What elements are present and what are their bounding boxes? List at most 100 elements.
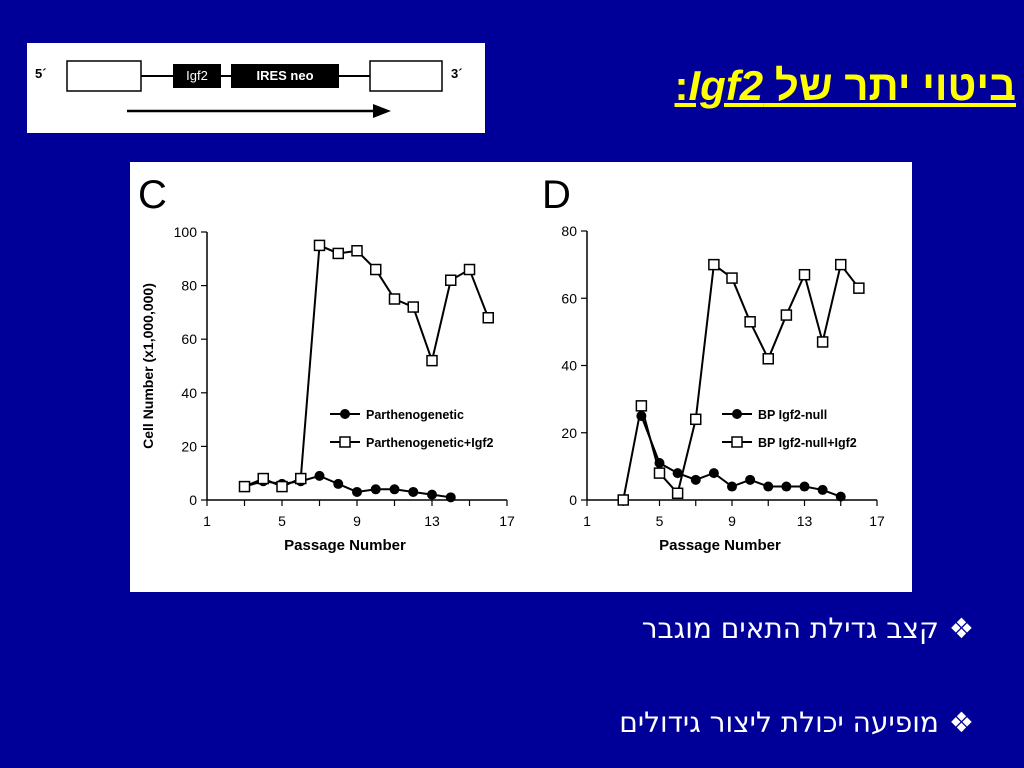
panel-c-y-tick-label: 40 — [181, 385, 197, 401]
bullet-item-1: ❖ קצב גדילת התאים מוגבר — [642, 612, 974, 645]
ires-neo-box — [231, 64, 339, 88]
panel-d-y-tick-label: 20 — [561, 425, 577, 441]
panel-c-y-tick-label: 20 — [181, 438, 197, 454]
ires-neo-box-label: IRES neo — [256, 68, 313, 83]
panel-c-series-2-point — [463, 263, 476, 276]
panel-d-series-2-point — [617, 494, 629, 506]
panel-c-series-1-point — [389, 484, 400, 495]
panel-c-y-tick-label: 0 — [189, 492, 197, 508]
panel-d-series-2-legend-label: BP Igf2-null+Igf2 — [758, 436, 857, 450]
panel-d-series-1-point — [672, 468, 683, 479]
panel-c-series-2-point — [313, 239, 326, 252]
diamond-bullet-icon: ❖ — [948, 612, 974, 645]
bullet-item-2: ❖ מופיעה יכולת ליצור גידולים — [619, 706, 974, 739]
panel-c-series-2-legend-marker — [339, 436, 351, 448]
five-prime-label: 5´ — [35, 66, 47, 81]
figure-panel: C 0 20 40 60 80 100 1 5 9 13 17 Passage Number Cell N… — [130, 162, 912, 592]
panel-d-series-2-point — [671, 487, 684, 500]
panel-c-y-tick-label: 80 — [181, 278, 197, 294]
panel-c-series-2-point — [370, 263, 382, 276]
panel-d-x-tick-label: 13 — [797, 513, 813, 529]
panel-d-letter: D — [542, 173, 571, 217]
three-prime-label: 3´ — [451, 66, 463, 81]
panel-c-series-2-point — [426, 354, 438, 367]
panel-d-y-tick-label: 60 — [561, 290, 577, 306]
panel-d-series-2-point — [816, 336, 829, 348]
panel-d-series-1-point — [781, 481, 792, 492]
panel-c-series-1-point — [333, 478, 344, 489]
panel-c-x-axis-label: Passage Number — [284, 537, 406, 554]
panel-d-series-2-point — [835, 258, 847, 271]
panel-c-series-1-line — [244, 474, 451, 499]
panel-c-series-2-point — [351, 245, 363, 257]
panel-c-x-tick-label: 9 — [353, 513, 361, 529]
panel-c-series-1-point — [314, 470, 325, 481]
panel-d-series-2-point — [744, 316, 756, 328]
construct-svg: 5´ Igf2 IRES neo 3´ — [35, 60, 463, 118]
panel-c-series-2-point — [238, 480, 251, 493]
bullet-text-1: קצב גדילת התאים מוגבר — [641, 612, 939, 645]
panel-c-series-1-point — [408, 486, 419, 497]
panel-c-x-tick-label: 1 — [203, 513, 211, 529]
panel-d-series-1-point — [745, 474, 756, 485]
title-prefix: ביטוי יתר של — [763, 62, 1016, 109]
panel-d-series-2-point — [762, 353, 774, 365]
panel-c-series-1-point — [370, 484, 381, 495]
panel-c-series-2-point — [295, 472, 307, 485]
title-colon: : — [674, 62, 689, 109]
panel-d-series-1-point — [690, 474, 701, 485]
panel-d-series-2-point — [635, 400, 648, 412]
panel-c-series-1-point — [445, 492, 456, 503]
panel-c-series-1-legend-label: Parthenogenetic — [366, 408, 464, 422]
panel-d-y-tick-label: 0 — [569, 492, 577, 508]
panel-d-x-tick-label: 5 — [656, 513, 664, 529]
panel-d-series-1-point — [817, 484, 828, 495]
panel-d-series-1-legend-label: BP Igf2-null — [758, 408, 827, 422]
panel-d-x-axis-label: Passage Number — [659, 537, 781, 554]
panel-c-series-1-point — [427, 489, 437, 500]
panel-c-y-tick-label: 100 — [174, 224, 198, 240]
panel-d-series-2-point — [653, 467, 666, 479]
panel-c-series-2-legend-label: Parthenogenetic+Igf2 — [366, 436, 494, 450]
charts-svg: C 0 20 40 60 80 100 1 5 9 13 17 Passage Number Cell N… — [138, 173, 885, 554]
panel-d-y-tick-label: 80 — [561, 223, 577, 239]
panel-d-x-tick-label: 17 — [869, 513, 885, 529]
igf2-box — [173, 64, 221, 88]
panel-d-series-1-legend-marker — [732, 409, 742, 419]
panel-d-series-1-line — [640, 415, 842, 498]
panel-d-series-2-legend-marker — [731, 436, 743, 448]
panel-c-x-tick-label: 17 — [499, 513, 515, 529]
panel-c-series-2-point — [276, 480, 288, 493]
panel-d-series-2-point — [726, 272, 738, 284]
transcription-arrow-head — [373, 104, 391, 118]
exon-box-right — [369, 60, 443, 92]
panel-c-series-1-point — [352, 486, 362, 497]
panel-d-y-tick-label: 40 — [561, 358, 577, 374]
panel-d-series-2-point — [798, 268, 811, 281]
panel-d-series-1-point — [708, 468, 719, 479]
panel-d-series-1-point — [799, 481, 810, 492]
panel-c-series-2-point — [332, 247, 344, 260]
panel-c-x-tick-label: 13 — [424, 513, 440, 529]
panel-d-x-tick-label: 9 — [728, 513, 736, 529]
panel-c-y-tick-label: 60 — [181, 331, 197, 347]
panel-c-letter: C — [138, 173, 167, 217]
panel-d-series-1-point — [835, 491, 846, 502]
title-gene: Igf2 — [688, 62, 764, 109]
panel-c-series-1-legend-marker — [340, 409, 350, 419]
exon-box-left — [66, 60, 142, 92]
panel-d-series-2-point — [690, 413, 702, 426]
panel-d-series-2-point — [853, 282, 865, 294]
panel-c-series-2-point — [388, 293, 401, 305]
diamond-bullet-icon: ❖ — [948, 706, 974, 739]
panel-d-series-2-point — [708, 258, 720, 271]
panel-c-y-axis-label: Cell Number (x1,000,000) — [140, 283, 156, 449]
igf2-box-label: Igf2 — [186, 68, 208, 83]
panel-c-series-2-point — [445, 274, 457, 286]
bullet-text-2: מופיעה יכולת ליצור גידולים — [619, 706, 939, 739]
panel-d-series-2-point — [780, 309, 793, 321]
panel-c-series-2-point — [407, 301, 419, 313]
panel-d-series-1-point — [763, 481, 774, 492]
panel-c-x-tick-label: 5 — [278, 513, 286, 529]
panel-c-series-2-point — [482, 312, 494, 324]
